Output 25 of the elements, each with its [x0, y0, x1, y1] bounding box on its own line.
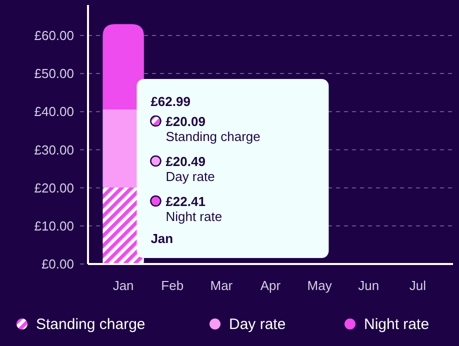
x-tick-label: May [307, 278, 332, 293]
x-tick-label: Mar [210, 278, 234, 293]
x-tick-label: Jan [112, 278, 134, 293]
y-tick-label: £20.00 [34, 180, 74, 196]
annotation: £22.41 [166, 194, 206, 209]
y-tick-label: £30.00 [34, 142, 74, 158]
annotation: Day rate [166, 169, 215, 184]
legend-label: Day rate [229, 316, 286, 333]
y-tick-label: £40.00 [34, 104, 74, 120]
annotation: Standing charge [166, 129, 260, 144]
legend-label: Night rate [364, 316, 430, 333]
y-tick-label: £0.00 [41, 256, 74, 272]
x-tick-label: Apr [260, 278, 282, 293]
y-tick-label: £50.00 [34, 66, 74, 82]
x-tick-label: Feb [161, 278, 184, 293]
annotation: Night rate [166, 209, 222, 224]
y-tick-label: £60.00 [34, 28, 74, 44]
annotation: Jan [150, 231, 174, 246]
y-tick-label: £10.00 [34, 218, 74, 234]
legend-label: Standing charge [36, 316, 146, 333]
annotation: £20.09 [166, 114, 206, 129]
annotation: £20.49 [166, 154, 206, 169]
annotation: £62.99 [150, 94, 190, 109]
x-tick-label: Jun [358, 278, 380, 293]
x-tick-label: Jul [409, 278, 426, 293]
